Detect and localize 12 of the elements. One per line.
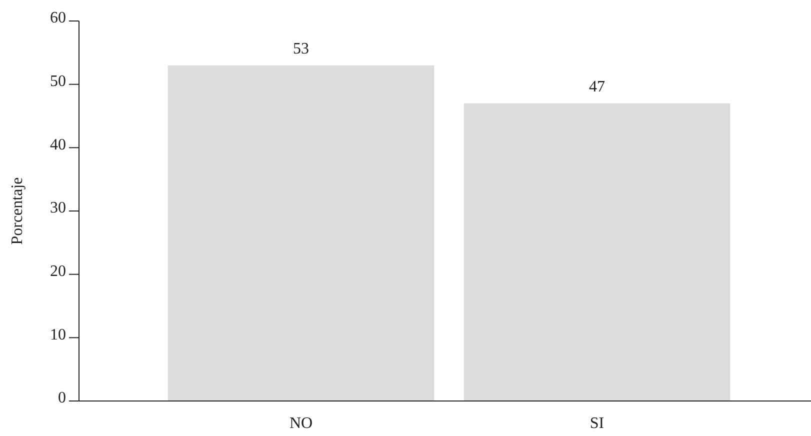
y-tick-label: 60	[50, 10, 66, 27]
y-tick-label: 10	[50, 326, 66, 344]
data-label: 53	[293, 40, 309, 58]
x-tick-label: SI	[590, 415, 604, 432]
y-tick-label: 0	[58, 390, 66, 407]
y-tick-label: 50	[50, 72, 66, 90]
x-tick-label: NO	[289, 415, 313, 432]
y-tick-label: 20	[50, 262, 66, 280]
data-label: 47	[589, 78, 605, 96]
y-tick-label: 30	[50, 200, 66, 217]
y-axis-title: Porcentaje	[9, 177, 26, 245]
y-tick-label: 40	[50, 136, 66, 154]
